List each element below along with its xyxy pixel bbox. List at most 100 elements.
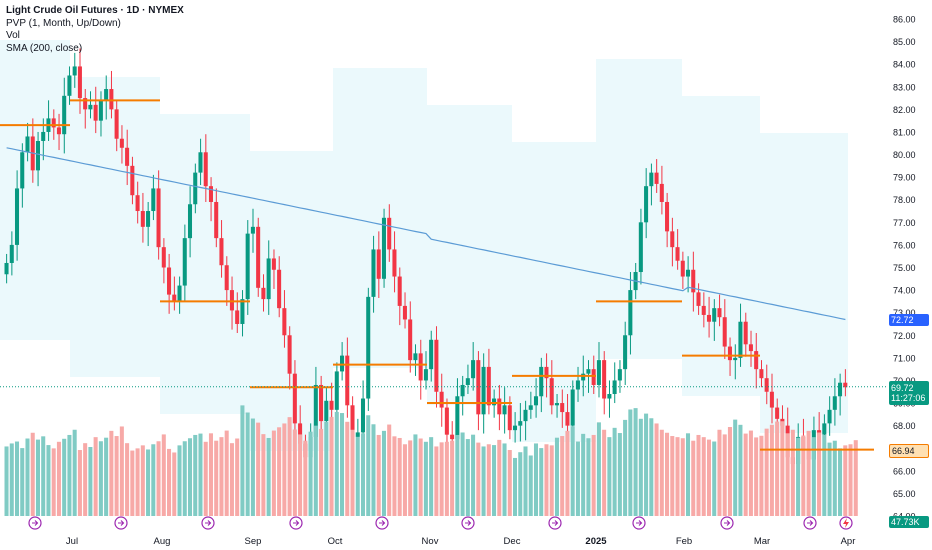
x-tick-label: Dec bbox=[504, 536, 521, 547]
volume-bar bbox=[203, 441, 208, 516]
volume-bar bbox=[125, 443, 130, 516]
x-tick-label: Feb bbox=[676, 536, 692, 547]
volume-bar bbox=[539, 448, 544, 516]
volume-bar bbox=[743, 433, 748, 516]
volume-bar bbox=[72, 429, 77, 516]
volume-bar bbox=[46, 445, 51, 516]
volume-profile-area bbox=[512, 142, 596, 442]
volume-profile-area bbox=[760, 133, 848, 433]
volume-bar bbox=[507, 450, 512, 516]
volume-indicator-label[interactable]: Vol bbox=[6, 30, 20, 41]
y-tick-label: 78.00 bbox=[893, 195, 916, 205]
volume-bar bbox=[476, 442, 481, 516]
candle-body bbox=[481, 366, 486, 415]
symbol-title[interactable]: Light Crude Oil Futures · 1D · NYMEX bbox=[6, 5, 184, 16]
y-tick-label: 74.00 bbox=[893, 286, 916, 296]
candle-body bbox=[486, 366, 491, 406]
y-tick-label: 73.00 bbox=[893, 308, 916, 318]
candle-body bbox=[843, 382, 848, 388]
volume-bar bbox=[161, 434, 166, 516]
candle-body bbox=[187, 204, 193, 239]
sma-price-tag: 72.72 bbox=[889, 314, 929, 326]
candle-body bbox=[245, 233, 250, 300]
candle-body bbox=[423, 369, 428, 381]
candle-body bbox=[298, 423, 303, 444]
event-marker-icon bbox=[28, 516, 42, 530]
volume-bar bbox=[25, 438, 30, 516]
candle-body bbox=[167, 267, 172, 295]
candle-body bbox=[119, 138, 124, 148]
candle-body bbox=[182, 238, 187, 286]
volume-bar bbox=[460, 432, 465, 516]
candle-body bbox=[817, 430, 822, 435]
y-tick-label: 79.00 bbox=[893, 173, 916, 183]
event-marker-icon bbox=[548, 516, 562, 530]
candle-body bbox=[256, 226, 261, 288]
sma-indicator-label[interactable]: SMA (200, close) bbox=[6, 42, 83, 54]
candle-body bbox=[659, 183, 664, 202]
candle-body bbox=[229, 290, 234, 311]
candle-body bbox=[266, 258, 271, 300]
volume-bar bbox=[607, 437, 612, 516]
candle-body bbox=[554, 403, 559, 406]
volume-bar bbox=[544, 444, 549, 516]
last-price-tag: 69.72 11:27:06 bbox=[889, 381, 929, 405]
candle-body bbox=[93, 104, 98, 121]
volume-bar bbox=[465, 439, 470, 516]
volume-bar bbox=[298, 434, 303, 516]
candle-body bbox=[560, 403, 565, 413]
volume-bar bbox=[319, 428, 324, 516]
volume-bar bbox=[371, 424, 376, 516]
candle-body bbox=[334, 371, 339, 410]
event-marker-icon bbox=[803, 516, 817, 530]
volume-bar bbox=[208, 433, 213, 516]
volume-bar bbox=[575, 441, 580, 516]
volume-bar bbox=[104, 437, 109, 516]
sma-line bbox=[6, 147, 846, 321]
volume-bar bbox=[471, 434, 476, 516]
candle-body bbox=[287, 335, 292, 374]
event-marker-arrow bbox=[724, 520, 731, 526]
candle-body bbox=[827, 409, 832, 424]
volume-bar bbox=[224, 430, 229, 516]
candle-body bbox=[675, 247, 680, 261]
volume-bar bbox=[649, 418, 654, 516]
candle-body bbox=[654, 172, 659, 184]
candle-body bbox=[775, 407, 780, 419]
y-tick-label: 71.00 bbox=[893, 353, 916, 363]
y-tick-label: 84.00 bbox=[893, 60, 916, 70]
volume-bar bbox=[727, 427, 732, 516]
candle-body bbox=[324, 400, 329, 422]
volume-bar bbox=[586, 438, 591, 516]
volume-bar bbox=[481, 446, 486, 516]
candle-body bbox=[738, 321, 743, 358]
volume-bar bbox=[801, 435, 806, 516]
volume-bar bbox=[381, 430, 386, 516]
y-tick-label: 76.00 bbox=[893, 240, 916, 250]
volume-bar bbox=[135, 448, 140, 516]
volume-bar bbox=[303, 440, 308, 516]
volume-bar bbox=[56, 441, 61, 516]
candle-body bbox=[743, 321, 748, 345]
candle-body bbox=[722, 317, 727, 347]
pvp-indicator-label[interactable]: PVP (1, Month, Up/Down) bbox=[6, 17, 121, 29]
volume-bar bbox=[560, 436, 565, 516]
candle-body bbox=[41, 131, 46, 141]
candle-body bbox=[685, 269, 691, 277]
volume-bar bbox=[41, 436, 46, 516]
candle-body bbox=[125, 147, 130, 166]
y-tick-label: 72.00 bbox=[893, 331, 916, 341]
volume-bar bbox=[88, 447, 93, 516]
volume-bar bbox=[570, 426, 575, 516]
volume-bar bbox=[565, 430, 570, 516]
volume-bar bbox=[408, 440, 413, 516]
candle-body bbox=[507, 405, 512, 431]
volume-bar bbox=[313, 425, 318, 516]
volume-bar bbox=[387, 424, 392, 516]
event-marker-arrow bbox=[807, 520, 814, 526]
volume-bar bbox=[214, 440, 219, 516]
volume-bar bbox=[402, 444, 407, 516]
volume-bar bbox=[130, 450, 135, 516]
volume-bar bbox=[350, 429, 355, 516]
